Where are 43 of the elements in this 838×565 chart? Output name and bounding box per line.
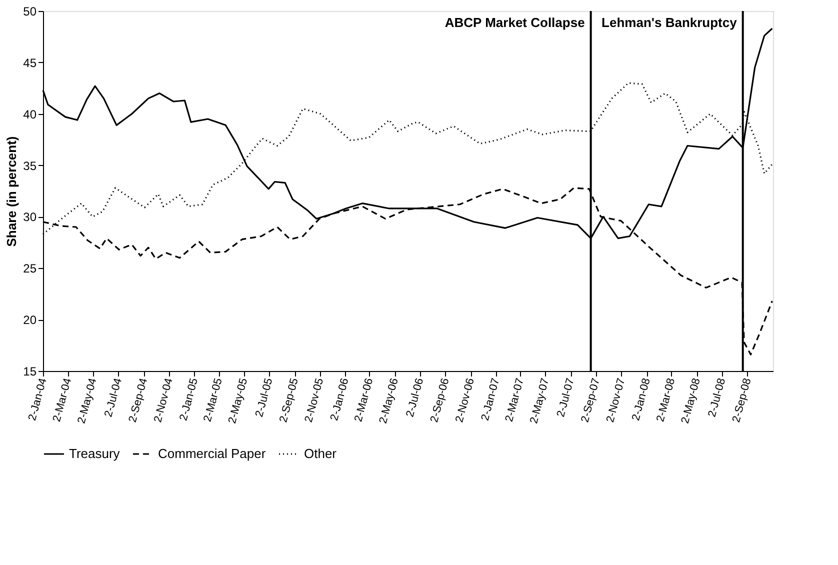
ref-line-label: ABCP Market Collapse: [444, 15, 585, 30]
x-tick-label: 2-Nov-05: [302, 376, 326, 424]
x-tick-label: 2-May-05: [226, 376, 250, 425]
y-tick-label: 45: [23, 56, 37, 70]
x-tick-label: 2-Mar-05: [202, 376, 225, 424]
y-axis-title: Share (in percent): [4, 136, 20, 247]
legend-label: Other: [304, 446, 338, 461]
x-tick-label: 2-Nov-04: [152, 376, 176, 424]
x-tick-label: 2-Jan-06: [328, 376, 352, 422]
x-tick-label: 2-Nov-06: [454, 376, 477, 424]
x-tick-label: 2-Jan-08: [630, 376, 653, 422]
x-tick-label: 2-Sep-05: [278, 376, 301, 424]
ref-line-label: Lehman's Bankruptcy: [602, 15, 738, 30]
x-tick-label: 2-Jul-04: [102, 376, 124, 418]
x-tick-label: 2-Jan-04: [26, 376, 50, 422]
x-tick-label: 2-Nov-07: [604, 376, 628, 424]
x-tick-label: 2-Jul-07: [554, 376, 577, 418]
y-tick-label: 40: [23, 107, 37, 122]
y-tick-label: 35: [23, 158, 37, 173]
x-tick-label: 2-May-07: [528, 376, 552, 425]
x-tick-label: 2-Jul-08: [706, 376, 728, 418]
x-tick-label: 2-Mar-04: [50, 376, 74, 424]
y-tick-label: 20: [23, 313, 37, 328]
x-tick-label: 2-Jan-05: [178, 376, 200, 422]
y-tick-label: 15: [23, 364, 37, 378]
x-tick-label: 2-Mar-06: [352, 376, 376, 424]
legend-label: Treasury: [69, 446, 120, 461]
x-tick-label: 2-Sep-08: [730, 376, 754, 424]
x-tick-label: 2-Jul-06: [404, 376, 426, 418]
legend-label: Commercial Paper: [158, 446, 266, 461]
x-tick-label: 2-May-04: [76, 376, 100, 425]
x-tick-label: 2-May-08: [679, 376, 703, 425]
x-tick-label: 2-Jul-05: [253, 376, 276, 418]
y-tick-label: 25: [23, 262, 37, 276]
x-tick-label: 2-Sep-06: [428, 376, 452, 424]
y-tick-label: 50: [23, 4, 37, 18]
x-tick-label: 2-Sep-04: [126, 376, 150, 424]
x-tick-label: 2-Mar-07: [503, 376, 526, 424]
y-tick-label: 30: [23, 210, 37, 224]
x-tick-label: 2-May-06: [377, 376, 401, 425]
x-tick-label: 2-Sep-07: [579, 376, 602, 424]
x-tick-label: 2-Jan-07: [479, 376, 502, 422]
x-tick-label: 2-Mar-08: [654, 376, 678, 424]
